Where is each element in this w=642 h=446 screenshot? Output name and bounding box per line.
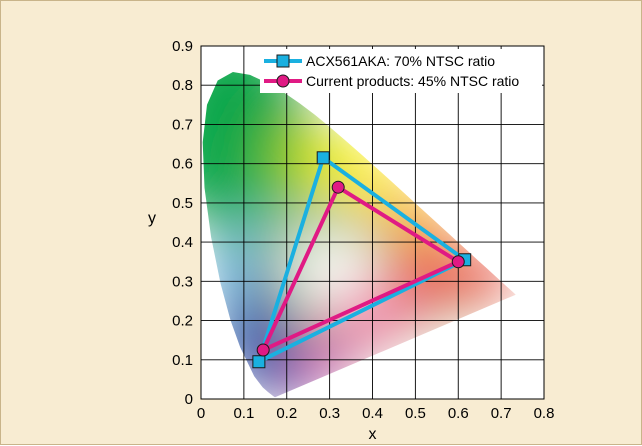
y-tick-label: 0.4 — [172, 234, 193, 251]
series-layer — [252, 151, 472, 369]
series-2-point — [451, 255, 465, 269]
y-tick-label: 0.5 — [172, 195, 193, 212]
legend-label: ACX561AKA: 70% NTSC ratio — [306, 53, 495, 69]
legend-swatch-marker — [276, 54, 290, 68]
x-tick-label: 0 — [197, 405, 205, 422]
x-tick-label: 0.6 — [448, 405, 469, 422]
y-tick-label: 0.6 — [172, 156, 193, 173]
y-tick-label: 0.2 — [172, 313, 193, 330]
x-tick-label: 0.5 — [405, 405, 426, 422]
x-tick-label: 0.7 — [491, 405, 512, 422]
x-tick-label: 0.2 — [276, 405, 297, 422]
y-tick-label: 0.8 — [172, 77, 193, 94]
series-line-2 — [259, 184, 463, 355]
y-tick-label: 0.3 — [172, 273, 193, 290]
gamut-color-15 — [213, 242, 266, 298]
y-tick-label: 0.1 — [172, 352, 193, 369]
x-tick-label: 0.3 — [319, 405, 340, 422]
x-axis-title: x — [369, 426, 377, 443]
y-axis-title: y — [148, 210, 156, 227]
gamut-color-16 — [222, 198, 283, 247]
legend-box — [260, 49, 542, 93]
series-1-point — [316, 151, 330, 165]
gamut-color-17 — [295, 238, 373, 301]
legend-swatch-marker — [276, 74, 290, 88]
y-tick-label: 0.7 — [172, 116, 193, 133]
series-line-1 — [255, 154, 469, 366]
y-tick-label: 0.9 — [172, 38, 193, 55]
tick-labels: 0 0.1 0.2 0.3 0.4 0.5 0.6 0.7 0.8 0 0.1 0.2 0.3 0.4 0.… — [172, 38, 554, 422]
series-1-point — [252, 355, 266, 369]
series-2-point — [256, 343, 270, 357]
series-2-point — [331, 180, 345, 194]
legend-label: Current products: 45% NTSC ratio — [306, 73, 519, 89]
plot-frame — [200, 45, 545, 400]
x-tick-label: 0.1 — [233, 405, 254, 422]
x-tick-label: 0.4 — [362, 405, 383, 422]
y-tick-label: 0 — [185, 391, 193, 408]
x-tick-label: 0.8 — [534, 405, 555, 422]
legend: ACX561AKA: 70% NTSC ratio Current product… — [260, 49, 542, 93]
